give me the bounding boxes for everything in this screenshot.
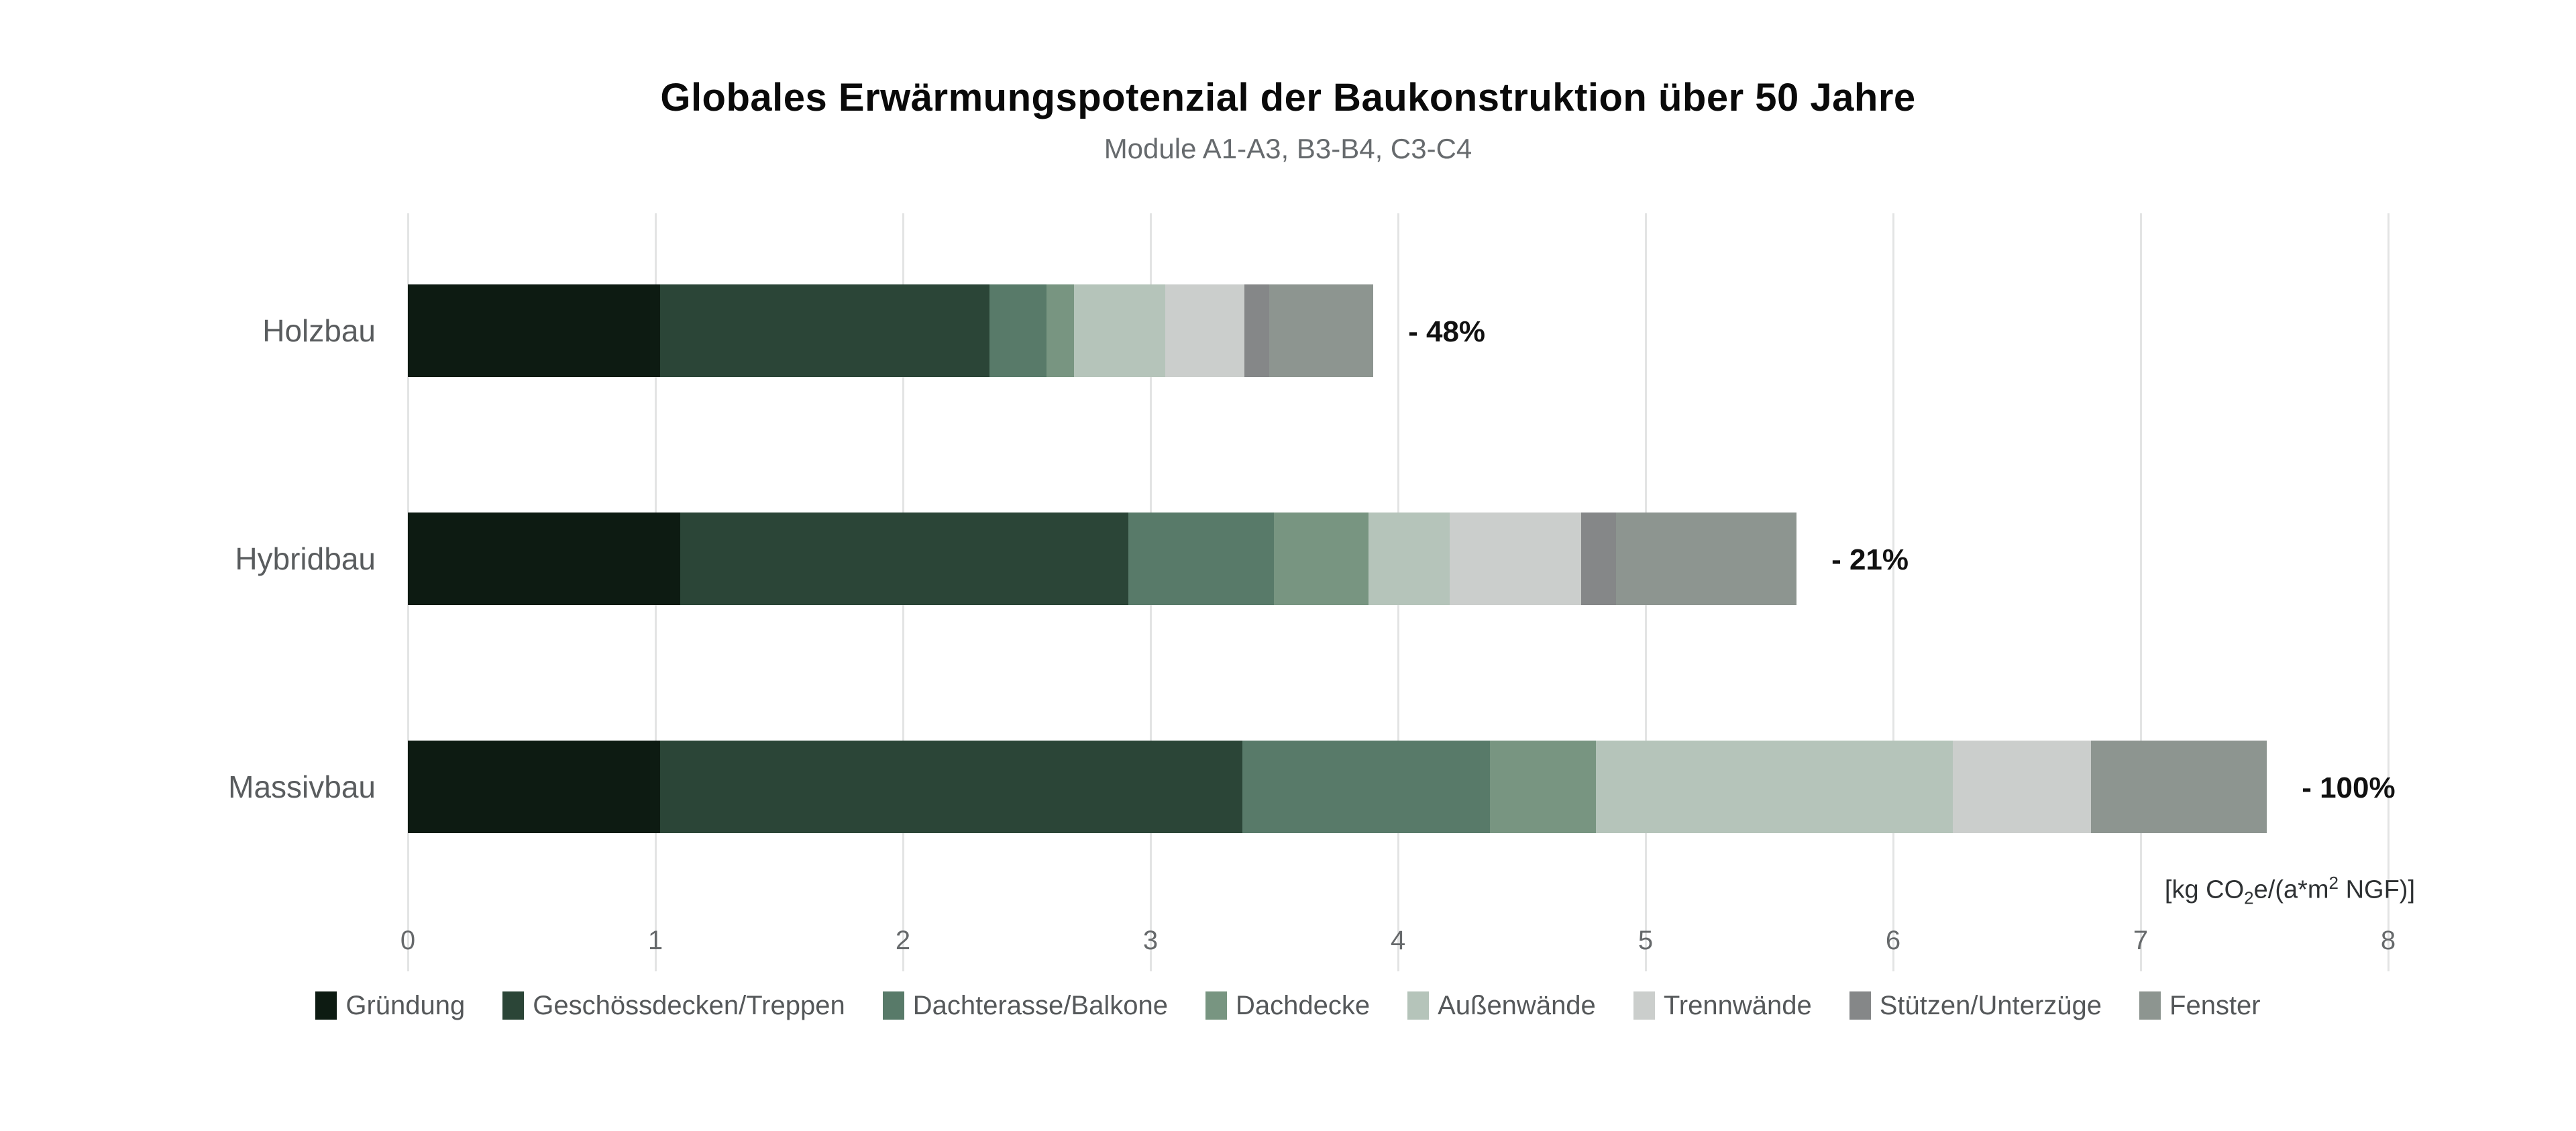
legend-label: Außenwände	[1438, 991, 1596, 1020]
unit-superscript: 2	[2328, 873, 2339, 893]
bar-segment[interactable]	[1952, 741, 2092, 833]
chart-title: Globales Erwärmungspotenzial der Baukons…	[660, 76, 1916, 119]
category-label: Massivbau	[228, 769, 376, 804]
legend-item[interactable]: Dachterasse/Balkone	[882, 991, 1168, 1020]
legend-item[interactable]: Stützen/Unterzüge	[1849, 991, 2102, 1020]
bar-segment[interactable]	[1073, 284, 1166, 377]
legend-label: Fenster	[2169, 991, 2261, 1020]
legend-swatch	[1633, 991, 1655, 1020]
bar-segment[interactable]	[1242, 741, 1490, 833]
legend: Gründung Geschössdecken/Treppen Dachterass…	[0, 991, 2576, 1020]
bar-segment[interactable]	[680, 513, 1128, 605]
bar-segment[interactable]	[1450, 513, 1582, 605]
x-tick-label: 8	[2380, 926, 2396, 955]
bar-segment[interactable]	[1368, 513, 1450, 605]
stacked-bar	[408, 741, 2267, 833]
bar-segment[interactable]	[660, 284, 990, 377]
legend-swatch	[315, 991, 337, 1020]
bar-segment[interactable]	[660, 741, 1242, 833]
legend-swatch	[2139, 991, 2161, 1020]
gridline	[2387, 213, 2390, 971]
x-tick-label: 1	[647, 926, 663, 955]
legend-item[interactable]: Dachdecke	[1205, 991, 1370, 1020]
bar-segment[interactable]	[408, 741, 661, 833]
legend-item[interactable]: Fenster	[2139, 991, 2261, 1020]
x-tick-label: 5	[1638, 926, 1654, 955]
category-label: Hybridbau	[235, 541, 376, 576]
bar-value-label: - 48%	[1408, 315, 1486, 348]
x-axis-unit-label: [kg CO2e/(a*m2 NGF)]	[0, 873, 2415, 908]
bar-segment[interactable]	[1269, 284, 1374, 377]
bar-segment[interactable]	[1046, 284, 1074, 377]
unit-subscript: 2	[2244, 887, 2254, 908]
x-tick-label: 7	[2133, 926, 2149, 955]
legend-label: Stützen/Unterzüge	[1879, 991, 2102, 1020]
x-tick-label: 3	[1142, 926, 1159, 955]
stacked-bar	[408, 284, 1374, 377]
legend-label: Dachterasse/Balkone	[912, 991, 1168, 1020]
legend-label: Trennwände	[1663, 991, 1812, 1020]
bar-segment[interactable]	[1165, 284, 1245, 377]
bar-segment[interactable]	[408, 513, 680, 605]
bar-value-label: - 21%	[1831, 543, 1909, 576]
legend-swatch	[502, 991, 525, 1020]
chart-subtitle: Module A1-A3, B3-B4, C3-C4	[1104, 133, 1472, 164]
legend-swatch	[1849, 991, 1871, 1020]
legend-label: Dachdecke	[1235, 991, 1371, 1020]
bar-value-label: - 100%	[2302, 771, 2396, 804]
bar-segment[interactable]	[1596, 741, 1953, 833]
bar-segment[interactable]	[989, 284, 1046, 377]
legend-item[interactable]: Trennwände	[1633, 991, 1812, 1020]
x-tick-label: 0	[400, 926, 416, 955]
gridline	[1892, 213, 1894, 971]
bar-segment[interactable]	[1581, 513, 1616, 605]
bar-segment[interactable]	[2091, 741, 2267, 833]
category-label: Holzbau	[262, 313, 376, 348]
bar-segment[interactable]	[1489, 741, 1597, 833]
unit-text: [kg CO	[2164, 875, 2245, 904]
legend-swatch	[1407, 991, 1430, 1020]
legend-item[interactable]: Geschössdecken/Treppen	[502, 991, 845, 1020]
unit-text: NGF)]	[2339, 875, 2415, 904]
legend-label: Gründung	[345, 991, 466, 1020]
x-tick-label: 4	[1390, 926, 1406, 955]
bar-segment[interactable]	[1615, 513, 1797, 605]
legend-item[interactable]: Außenwände	[1407, 991, 1596, 1020]
bar-segment[interactable]	[408, 284, 661, 377]
legend-label: Geschössdecken/Treppen	[533, 991, 845, 1020]
gridline	[2140, 213, 2142, 971]
unit-text: e/(a*m	[2253, 875, 2329, 904]
stacked-bar	[408, 513, 1797, 605]
legend-item[interactable]: Gründung	[315, 991, 465, 1020]
bar-segment[interactable]	[1274, 513, 1368, 605]
legend-swatch	[882, 991, 904, 1020]
x-tick-label: 2	[895, 926, 911, 955]
legend-swatch	[1205, 991, 1227, 1020]
x-tick-label: 6	[1885, 926, 1901, 955]
bar-segment[interactable]	[1244, 284, 1270, 377]
bar-segment[interactable]	[1128, 513, 1275, 605]
